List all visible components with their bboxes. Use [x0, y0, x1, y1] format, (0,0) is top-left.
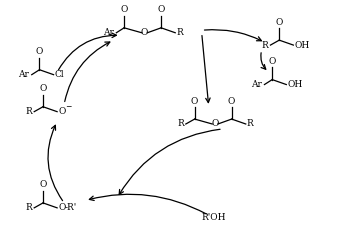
Text: R: R — [177, 120, 184, 128]
Text: O: O — [158, 5, 165, 14]
Text: R: R — [176, 28, 183, 37]
Text: R: R — [25, 107, 32, 116]
Text: OH: OH — [295, 41, 310, 50]
Text: O: O — [191, 97, 198, 106]
Text: R: R — [262, 41, 268, 50]
Text: O: O — [141, 28, 148, 37]
Text: O: O — [211, 120, 219, 128]
Text: O: O — [269, 57, 276, 66]
Text: Ar: Ar — [251, 80, 262, 89]
Text: O: O — [228, 97, 235, 106]
Text: R: R — [247, 120, 253, 128]
Text: O: O — [58, 107, 65, 116]
Text: O: O — [275, 18, 283, 27]
Text: O: O — [58, 203, 65, 212]
Text: O: O — [39, 181, 47, 189]
Text: O: O — [120, 5, 128, 14]
Text: Ar: Ar — [18, 70, 29, 79]
Text: −: − — [65, 103, 72, 111]
Text: Ar: Ar — [103, 28, 114, 37]
Text: R: R — [25, 203, 32, 212]
Text: Cl: Cl — [55, 70, 64, 79]
Text: OH: OH — [287, 80, 303, 89]
Text: O: O — [39, 84, 47, 93]
Text: O: O — [36, 47, 43, 56]
Text: R'OH: R'OH — [202, 213, 226, 222]
Text: -R': -R' — [65, 203, 77, 212]
